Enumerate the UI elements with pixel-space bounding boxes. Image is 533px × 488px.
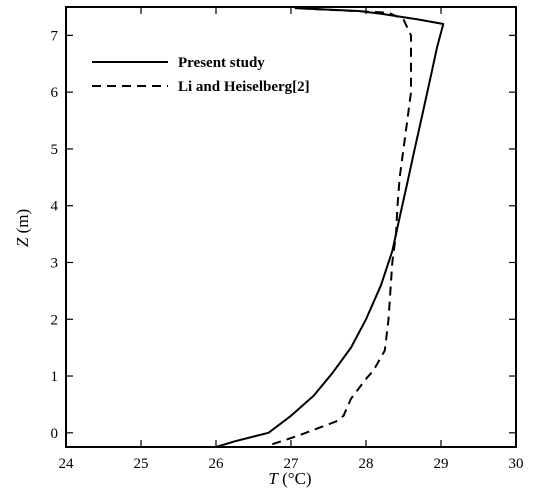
legend-label-1: Present study xyxy=(178,55,265,71)
y-tick-label: 2 xyxy=(51,312,59,328)
x-axis-unit: (°C) xyxy=(278,469,312,488)
y-tick-label: 4 xyxy=(51,199,59,215)
x-tick-label: 30 xyxy=(509,456,524,472)
x-tick-label: 24 xyxy=(59,456,75,472)
y-axis-symbol: Z xyxy=(13,237,32,247)
y-tick-label: 7 xyxy=(51,28,59,44)
legend-label-2: Li and Heiselberg[2] xyxy=(178,79,310,95)
series-line-1 xyxy=(215,7,445,448)
x-axis-title: T (°C) xyxy=(268,469,311,488)
x-tick-label: 29 xyxy=(434,456,449,472)
y-axis-unit: (m) xyxy=(13,209,32,238)
y-tick-label: 6 xyxy=(51,85,59,101)
y-tick-label: 3 xyxy=(51,255,59,271)
y-axis-title: Z (m) xyxy=(13,209,32,247)
y-tick-label: 5 xyxy=(51,142,59,158)
x-tick-label: 27 xyxy=(284,456,300,472)
plot-frame xyxy=(65,6,517,448)
x-tick-label: 26 xyxy=(209,456,225,472)
x-axis-symbol: T xyxy=(268,469,279,488)
series-line-2 xyxy=(271,7,412,446)
y-tick-label: 0 xyxy=(51,426,59,442)
x-tick-label: 25 xyxy=(134,456,149,472)
x-tick-label: 28 xyxy=(359,456,374,472)
plot-border xyxy=(65,6,517,448)
legend: Present study Li and Heiselberg[2] xyxy=(92,55,310,95)
y-tick-label: 1 xyxy=(51,369,59,385)
ticks-layer: 24 25 26 27 28 29 30 0 1 2 3 4 5 6 7 xyxy=(51,7,524,472)
series-layer xyxy=(215,7,445,448)
